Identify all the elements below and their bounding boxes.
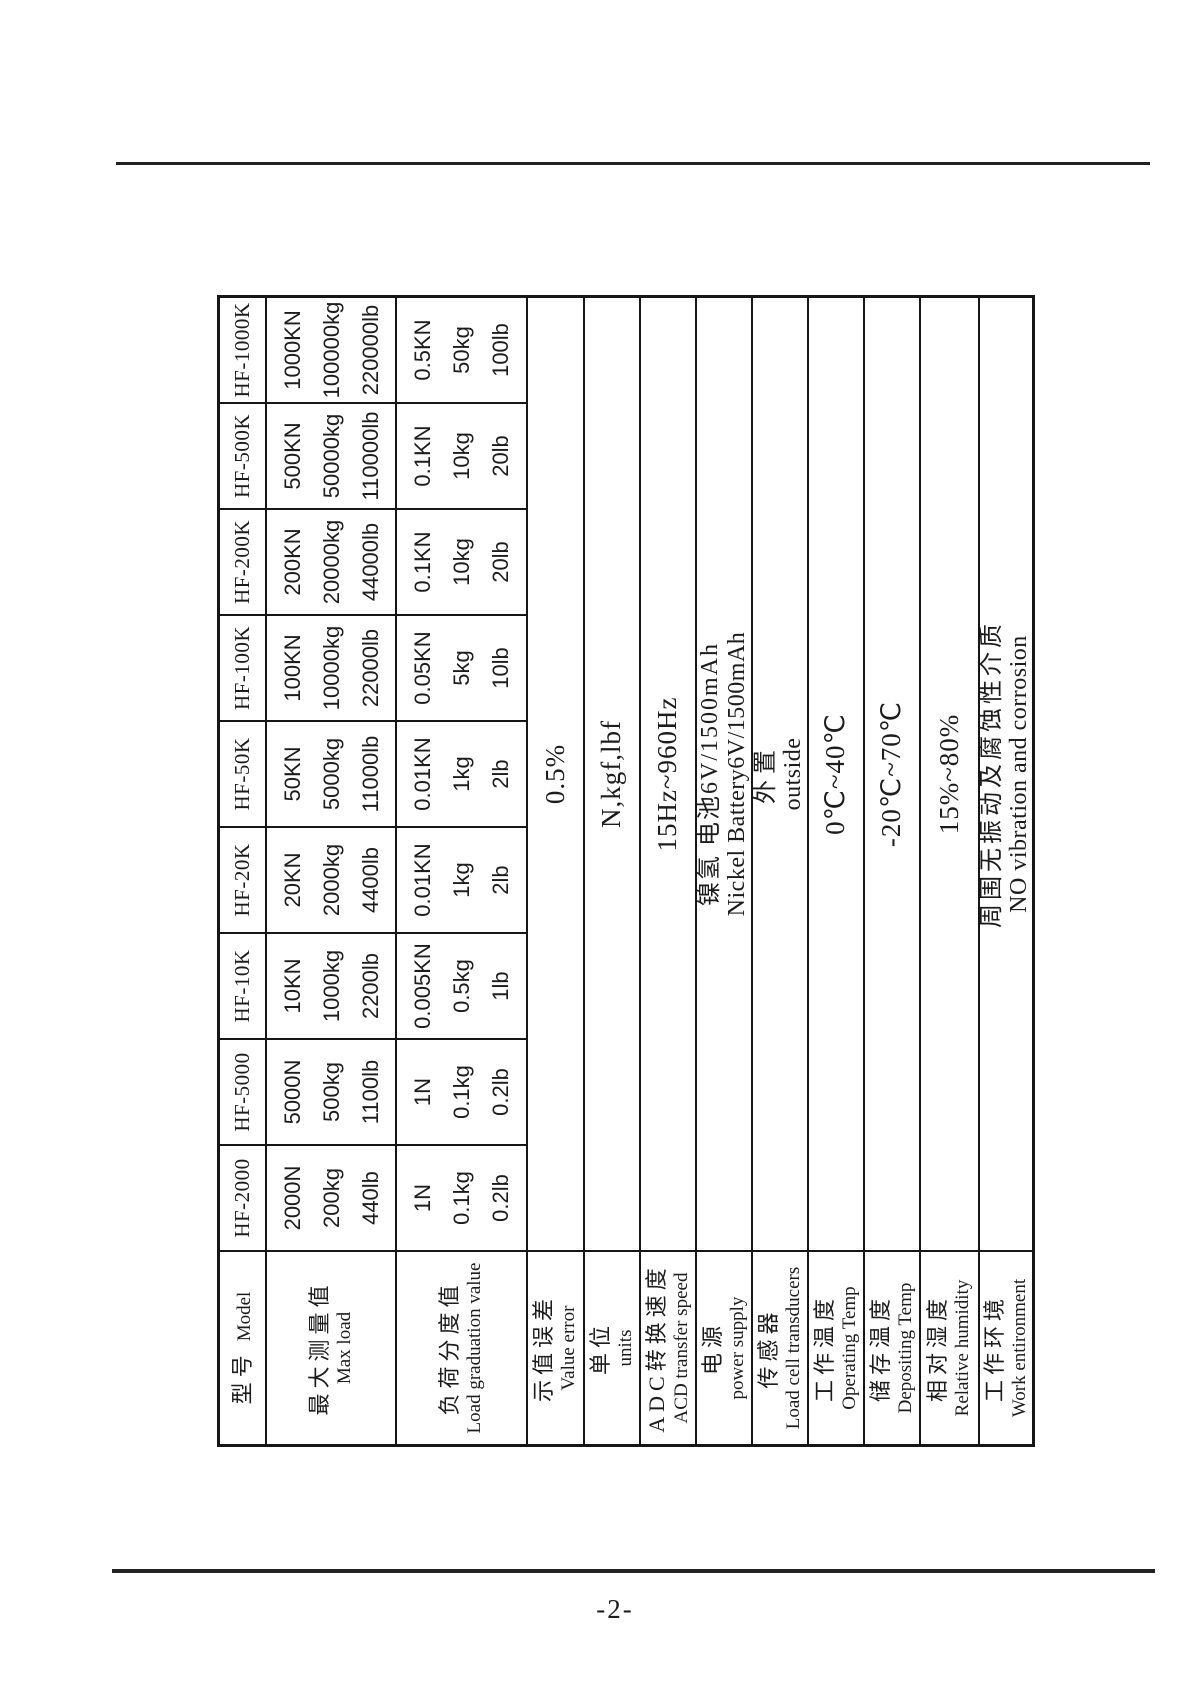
header-model-en: Model xyxy=(233,1291,255,1342)
header-adc-speed: ADC转换速度 ACD transfer speed xyxy=(641,1252,695,1444)
graduation-cell: 0.1KN 10kg 20lb xyxy=(397,510,526,614)
graduation-cell: 0.005KN 0.5kg 1lb xyxy=(397,934,526,1038)
header-max-load: 最大测量值 Max load xyxy=(267,1252,395,1444)
spec-table: 型号 Model HF-2000 HF-5000 HF-10K HF-20K H… xyxy=(217,295,1035,1447)
header-graduation: 负荷分度值 Load graduation value xyxy=(397,1252,526,1444)
header-power-supply: 电源 power supply xyxy=(697,1252,751,1444)
max-load-cell: 500KN 50000kg 110000lb xyxy=(267,404,395,508)
max-load-cell: 50KN 5000kg 11000lb xyxy=(267,722,395,826)
header-model: 型号 Model xyxy=(220,1252,265,1444)
max-load-cell: 10KN 1000kg 2200lb xyxy=(267,934,395,1038)
page-number: -2- xyxy=(596,1594,634,1624)
model-name-cell: HF-200K xyxy=(220,510,265,614)
max-load-cell: 200KN 20000kg 44000lb xyxy=(267,510,395,614)
header-units: 单位 units xyxy=(585,1252,639,1444)
graduation-cell: 0.01KN 1kg 2lb xyxy=(397,722,526,826)
header-value-error: 示值误差 Value error xyxy=(528,1252,583,1444)
spec-humidity-cell: 15%~80% xyxy=(921,298,978,1250)
model-name-cell: HF-5000 xyxy=(220,1040,265,1144)
top-rule xyxy=(116,162,1150,165)
spec-table-rotated: 型号 Model HF-2000 HF-5000 HF-10K HF-20K H… xyxy=(217,295,1035,1447)
header-depositing-temp: 储存温度 Depositing Temp xyxy=(865,1252,919,1444)
graduation-cell: 0.05KN 5kg 10lb xyxy=(397,616,526,720)
bottom-rule xyxy=(112,1569,1155,1573)
model-name-cell: HF-100K xyxy=(220,616,265,720)
spec-operating-temp-cell: 0℃~40℃ xyxy=(809,298,863,1250)
header-operating-temp: 工作温度 Operating Temp xyxy=(809,1252,863,1444)
spec-units-cell: N,kgf,lbf xyxy=(585,298,639,1250)
spec-power-supply-cell: 镍氢 电池6V/1500mAh Nickel Battery6V/1500mAh xyxy=(697,298,751,1250)
graduation-cell: 0.01KN 1kg 2lb xyxy=(397,828,526,932)
model-name-cell: HF-2000 xyxy=(220,1146,265,1250)
model-name-cell: HF-20K xyxy=(220,828,265,932)
max-load-cell: 2000N 200kg 440lb xyxy=(267,1146,395,1250)
model-name-cell: HF-50K xyxy=(220,722,265,826)
header-model-zh: 型号 xyxy=(229,1350,255,1405)
max-load-cell: 20KN 2000kg 4400lb xyxy=(267,828,395,932)
graduation-cell: 0.5KN 50kg 100lb xyxy=(397,298,526,402)
spec-adc-speed-cell: 15Hz~960Hz xyxy=(641,298,695,1250)
model-name-cell: HF-10K xyxy=(220,934,265,1038)
max-load-cell: 1000KN 100000kg 220000lb xyxy=(267,298,395,402)
graduation-cell: 1N 0.1kg 0.2lb xyxy=(397,1146,526,1250)
graduation-cell: 0.1KN 10kg 20lb xyxy=(397,404,526,508)
header-humidity: 相对湿度 Relative humidity xyxy=(921,1252,978,1444)
graduation-cell: 1N 0.1kg 0.2lb xyxy=(397,1040,526,1144)
spec-depositing-temp-cell: -20℃~70℃ xyxy=(865,298,919,1250)
max-load-cell: 100KN 10000kg 22000lb xyxy=(267,616,395,720)
spec-environment-cell: 周围无振动及腐蚀性介质 NO vibration and corrosion xyxy=(980,298,1032,1250)
model-name-cell: HF-1000K xyxy=(220,298,265,402)
header-environment: 工作环境 Work entironment xyxy=(980,1252,1032,1444)
header-transducer: 传感器 Load cell transducers xyxy=(753,1252,807,1444)
max-load-cell: 5000N 500kg 1100lb xyxy=(267,1040,395,1144)
model-name-cell: HF-500K xyxy=(220,404,265,508)
spec-value-error-cell: 0.5% xyxy=(528,298,583,1250)
spec-transducer-cell: 外置 outside xyxy=(753,298,807,1250)
